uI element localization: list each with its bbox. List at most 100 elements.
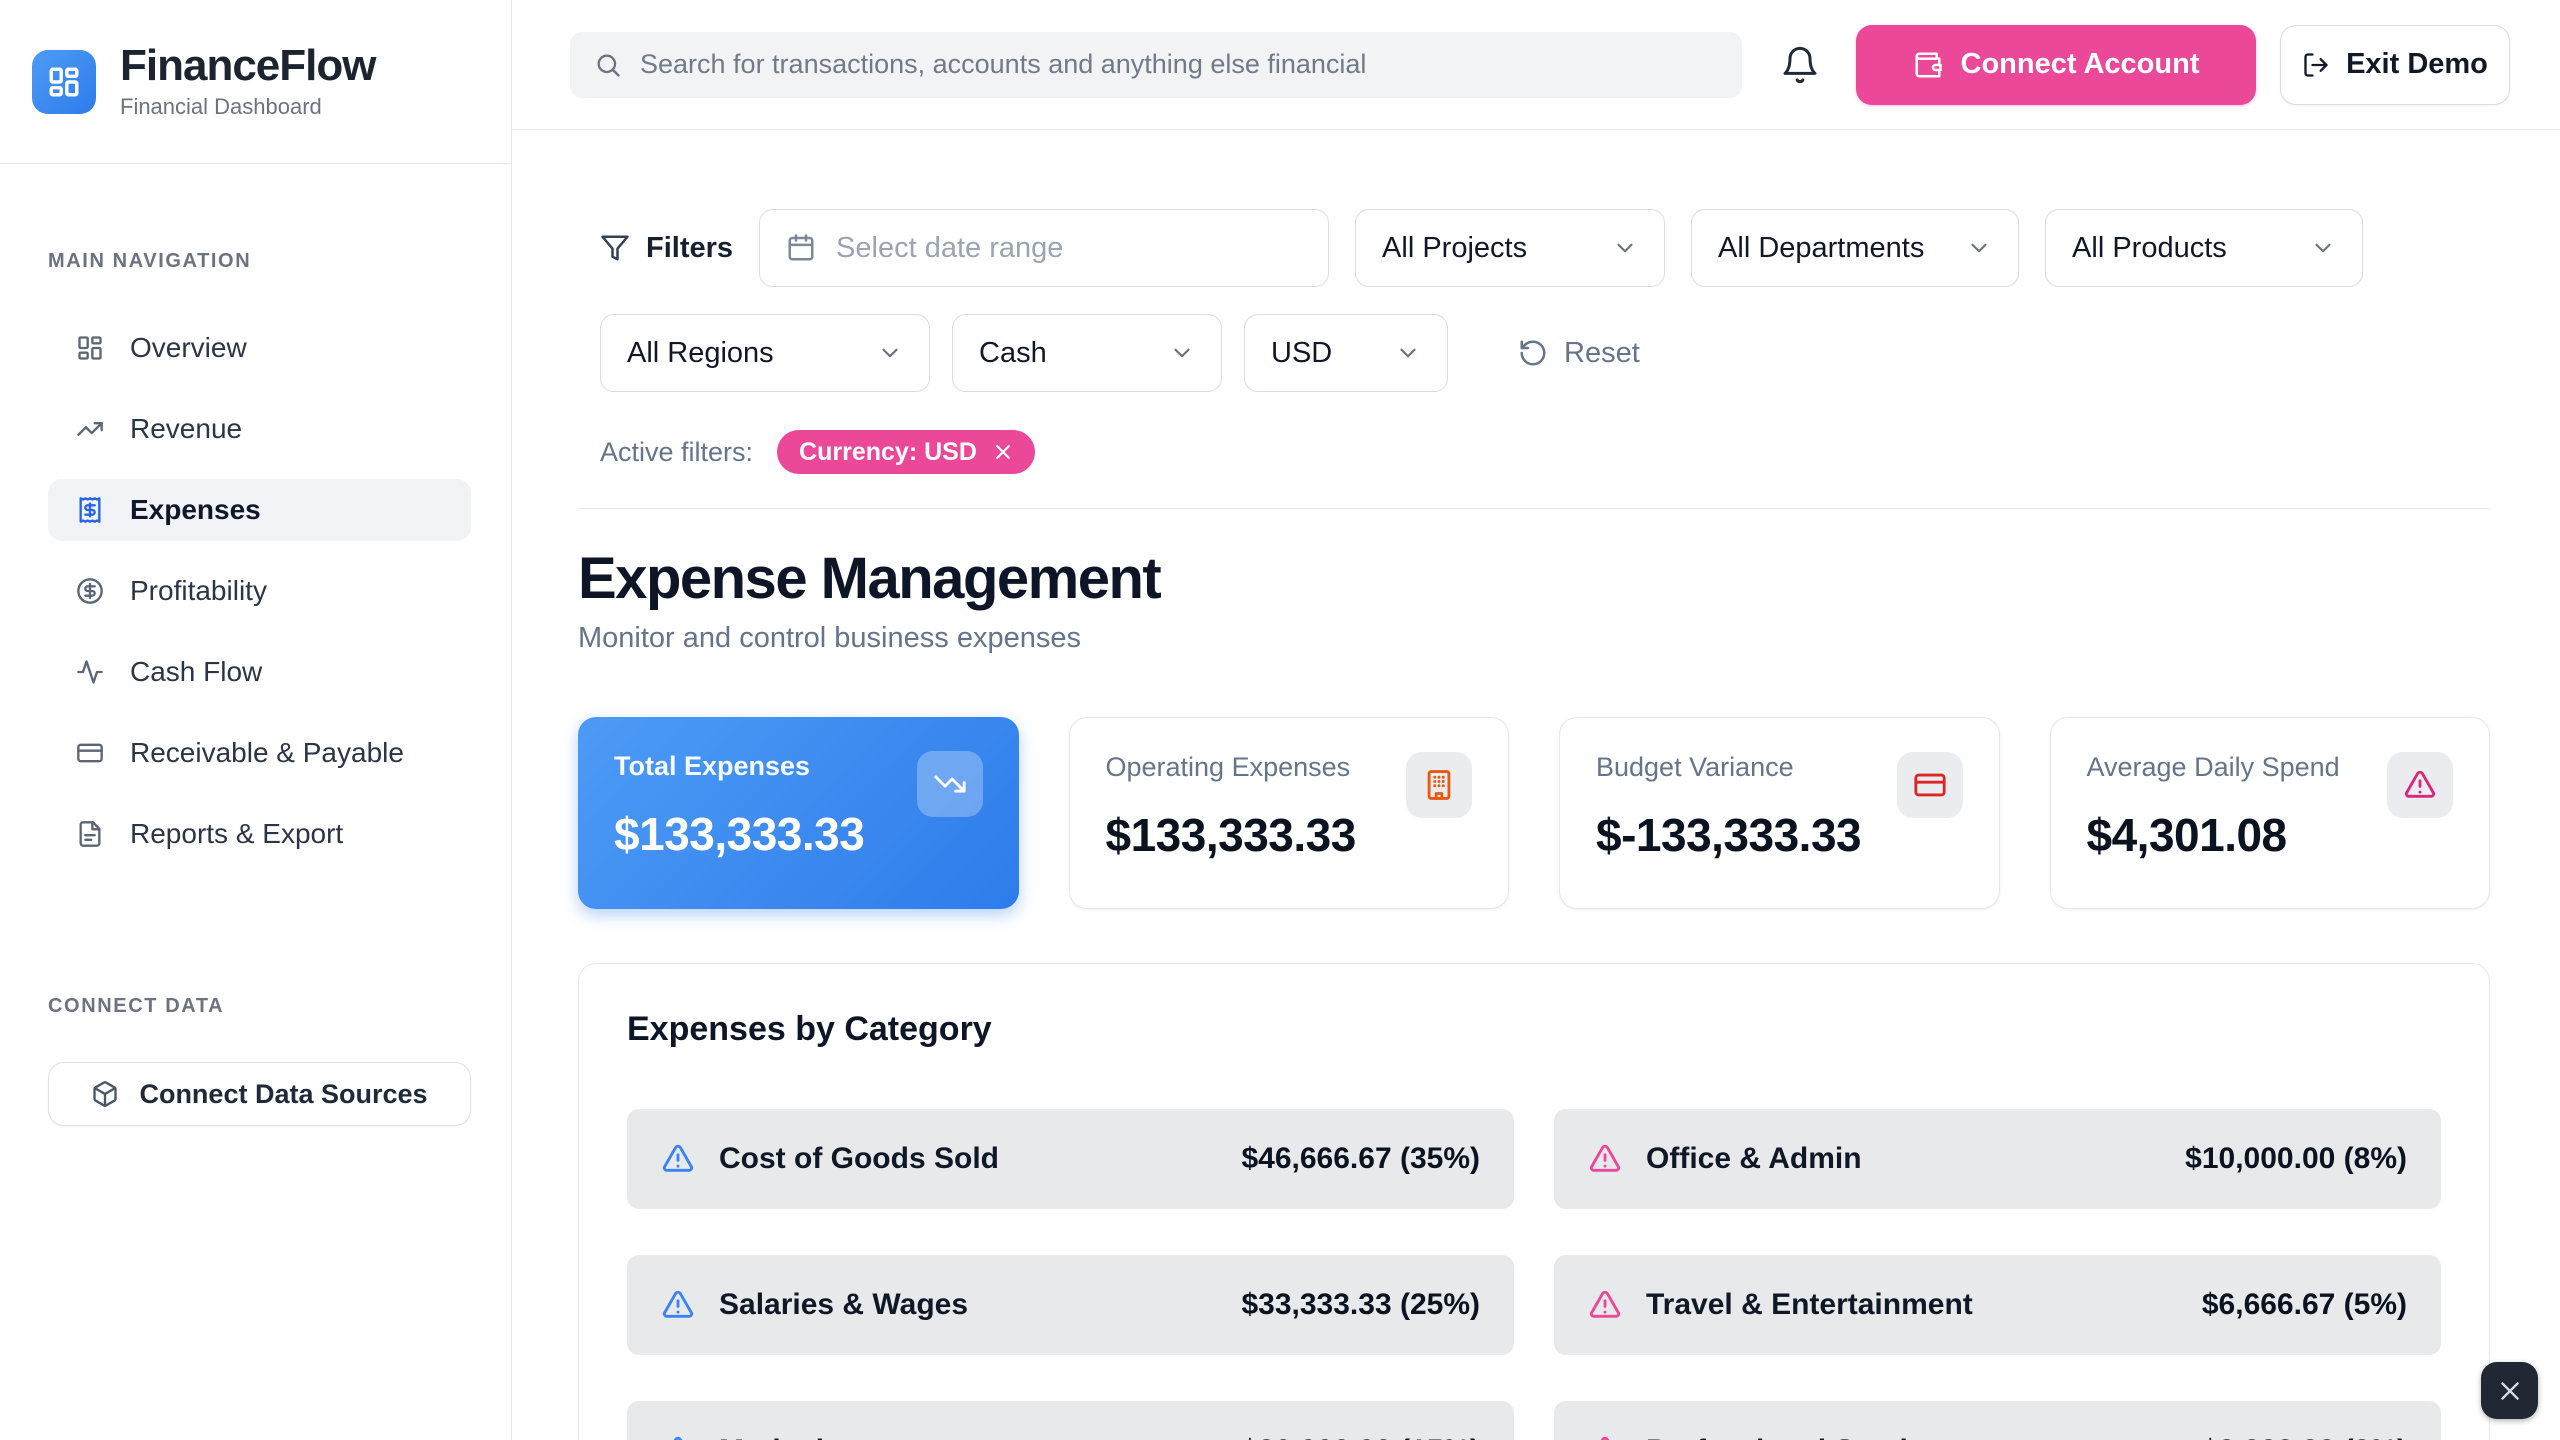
projects-select-value: All Projects	[1382, 231, 1528, 264]
stat-value: $133,333.33	[1105, 809, 1357, 861]
departments-select-value: All Departments	[1718, 231, 1925, 264]
document-icon	[76, 820, 104, 848]
sidebar-item-label: Reports & Export	[130, 818, 344, 849]
category-label: Cost of Goods Sold	[719, 1142, 999, 1175]
category-label: Professional Services	[1646, 1434, 2178, 1440]
sidebar-item-label: Expenses	[130, 494, 261, 525]
app-logo	[32, 49, 96, 114]
notifications-button[interactable]	[1768, 33, 1832, 97]
reset-label: Reset	[1564, 336, 1640, 369]
exit-demo-label: Exit Demo	[2346, 48, 2488, 80]
search-icon	[594, 51, 622, 79]
dashboard-grid-icon	[47, 65, 81, 99]
sidebar-item-label: Cash Flow	[130, 656, 263, 687]
connect-section-label: CONNECT DATA	[48, 995, 225, 1017]
overlay-close-button[interactable]	[2481, 1362, 2538, 1419]
category-row-salaries-wages: Salaries & Wages $33,333.33 (25%)	[627, 1255, 1514, 1355]
logout-icon	[2302, 51, 2330, 79]
building-icon	[1406, 752, 1472, 818]
chevron-down-icon	[1169, 340, 1195, 366]
credit-card-icon	[1896, 752, 1963, 818]
active-filter-chip-currency[interactable]: Currency: USD	[777, 430, 1035, 474]
departments-select[interactable]: All Departments	[1691, 209, 2020, 287]
stat-value: $133,333.33	[614, 808, 865, 860]
category-row-travel-entertainment: Travel & Entertainment $6,666.67 (5%)	[1554, 1255, 2441, 1355]
bell-icon	[1780, 45, 1820, 85]
stat-value: $-133,333.33	[1596, 809, 1862, 861]
category-value: $10,000.00 (8%)	[2185, 1142, 2407, 1175]
dollar-circle-icon	[76, 577, 104, 605]
page-content: Filters All Projects All Departments	[512, 130, 2560, 1440]
category-row-cost-of-goods-sold: Cost of Goods Sold $46,666.67 (35%)	[627, 1109, 1514, 1209]
category-label: Office & Admin	[1646, 1142, 1862, 1175]
dashboard-grid-icon	[76, 334, 104, 362]
active-filters-label: Active filters:	[600, 436, 754, 467]
wallet-icon	[1913, 50, 1943, 80]
regions-select-value: All Regions	[627, 336, 774, 369]
sidebar-item-revenue[interactable]: Revenue	[48, 398, 471, 460]
payment-method-select[interactable]: Cash	[952, 314, 1222, 392]
sidebar: FinanceFlow Financial Dashboard MAIN NAV…	[0, 0, 512, 1440]
chevron-down-icon	[877, 340, 903, 366]
trending-up-icon	[76, 415, 104, 443]
brand-text: FinanceFlow Financial Dashboard	[120, 41, 376, 119]
credit-card-icon	[76, 739, 104, 767]
alert-triangle-icon	[1588, 1142, 1622, 1176]
chevron-down-icon	[1966, 235, 1992, 261]
alert-triangle-icon	[661, 1142, 695, 1176]
chevron-down-icon	[1612, 235, 1638, 261]
stat-cards: Total Expenses $133,333.33 Operating Exp…	[578, 717, 2490, 909]
sidebar-item-receivable-payable[interactable]: Receivable & Payable	[48, 722, 471, 784]
chevron-down-icon	[1395, 340, 1421, 366]
stat-value: $4,301.08	[2086, 809, 2288, 861]
alert-triangle-icon	[661, 1434, 695, 1440]
sidebar-item-overview[interactable]: Overview	[48, 317, 471, 379]
close-icon[interactable]	[993, 442, 1013, 462]
category-value: $33,333.33 (25%)	[1241, 1288, 1480, 1321]
products-select-value: All Products	[2072, 231, 2227, 264]
category-value: $46,666.67 (35%)	[1241, 1142, 1480, 1175]
stat-label: Average Daily Spend	[2086, 752, 2340, 782]
rotate-ccw-icon	[1518, 338, 1548, 368]
activity-icon	[76, 658, 104, 686]
page-head: Expense Management Monitor and control b…	[578, 545, 2490, 655]
regions-select[interactable]: All Regions	[600, 314, 930, 392]
global-search[interactable]	[570, 31, 1742, 98]
filters-label-text: Filters	[646, 231, 734, 264]
filters-label: Filters	[600, 232, 733, 265]
sidebar-item-reports-export[interactable]: Reports & Export	[48, 803, 471, 865]
date-range-field[interactable]	[759, 209, 1330, 287]
alert-triangle-icon	[1588, 1288, 1622, 1322]
alert-triangle-icon	[661, 1288, 695, 1322]
connect-account-button[interactable]: Connect Account	[1856, 24, 2256, 105]
projects-select[interactable]: All Projects	[1355, 209, 1666, 287]
page-title: Expense Management	[578, 546, 1162, 611]
sidebar-item-label: Revenue	[130, 413, 243, 444]
currency-select-value: USD	[1271, 336, 1333, 369]
funnel-icon	[600, 233, 630, 263]
category-value: $3,333.33 (3%)	[2202, 1434, 2407, 1440]
category-value: $20,000.00 (15%)	[1241, 1434, 1480, 1440]
active-filters-row: Active filters: Currency: USD	[578, 430, 2490, 474]
category-value: $6,666.67 (5%)	[2201, 1288, 2407, 1321]
stat-card-average-daily-spend: Average Daily Spend $4,301.08	[2049, 717, 2490, 909]
filters-section: Filters All Projects All Departments	[578, 209, 2490, 509]
page-subtitle: Monitor and control business expenses	[578, 622, 1081, 654]
sidebar-item-cash-flow[interactable]: Cash Flow	[48, 641, 471, 703]
brand: FinanceFlow Financial Dashboard	[0, 0, 511, 164]
category-label: Travel & Entertainment	[1646, 1288, 1973, 1321]
search-input[interactable]	[640, 49, 1718, 80]
date-range-input[interactable]	[836, 231, 1303, 265]
category-row-professional-services: Professional Services $3,333.33 (3%)	[1554, 1401, 2441, 1440]
alert-triangle-icon	[2387, 752, 2453, 818]
products-select[interactable]: All Products	[2045, 209, 2364, 287]
sidebar-item-profitability[interactable]: Profitability	[48, 560, 471, 622]
reset-filters-button[interactable]: Reset	[1518, 337, 1640, 370]
currency-select[interactable]: USD	[1244, 314, 1448, 392]
connect-data-sources-button[interactable]: Connect Data Sources	[48, 1062, 471, 1126]
chip-label: Currency: USD	[799, 437, 977, 466]
sidebar-item-expenses[interactable]: Expenses	[48, 479, 471, 541]
app-title: FinanceFlow	[120, 41, 376, 91]
exit-demo-button[interactable]: Exit Demo	[2280, 24, 2510, 105]
